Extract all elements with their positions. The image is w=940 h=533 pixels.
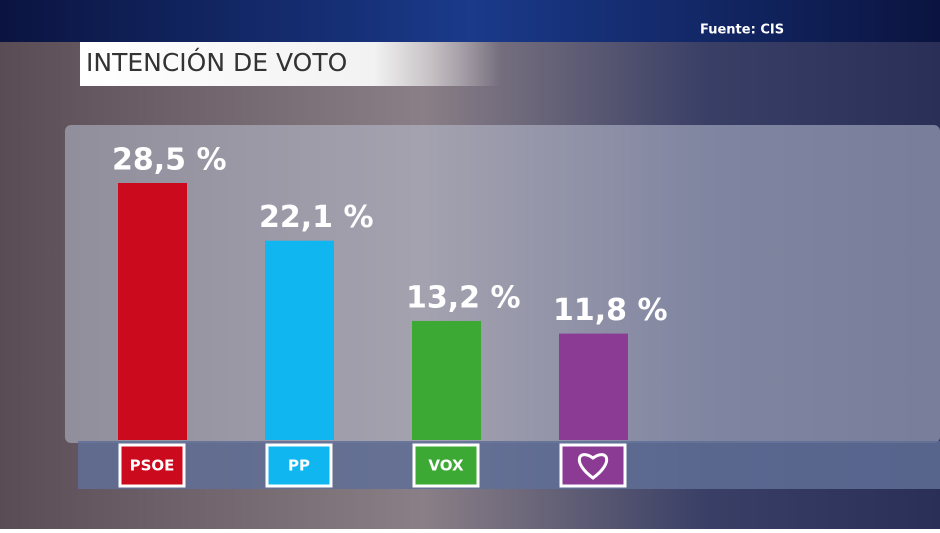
logo-box — [118, 443, 186, 488]
logo-box — [265, 443, 333, 488]
logo-box — [412, 443, 480, 488]
value-label: 28,5 % — [112, 143, 227, 178]
party-label: PSOE — [130, 457, 175, 475]
source: Fuente: CIS — [700, 23, 784, 38]
title-box — [80, 42, 500, 86]
logo-strip — [78, 441, 940, 489]
top-band — [0, 0, 940, 42]
party-label: PP — [288, 457, 310, 475]
bar — [265, 240, 334, 440]
party-heart — [578, 453, 608, 480]
chart-title: INTENCIÓN DE VOTO — [86, 47, 347, 77]
bar — [412, 320, 481, 440]
value-label: 13,2 % — [406, 280, 521, 315]
value-label: 11,8 % — [553, 293, 668, 328]
bar — [559, 333, 628, 440]
bar — [118, 183, 187, 440]
value-label: 22,1 % — [259, 200, 374, 235]
party-label: VOX — [428, 457, 464, 475]
logo-box — [559, 443, 627, 488]
